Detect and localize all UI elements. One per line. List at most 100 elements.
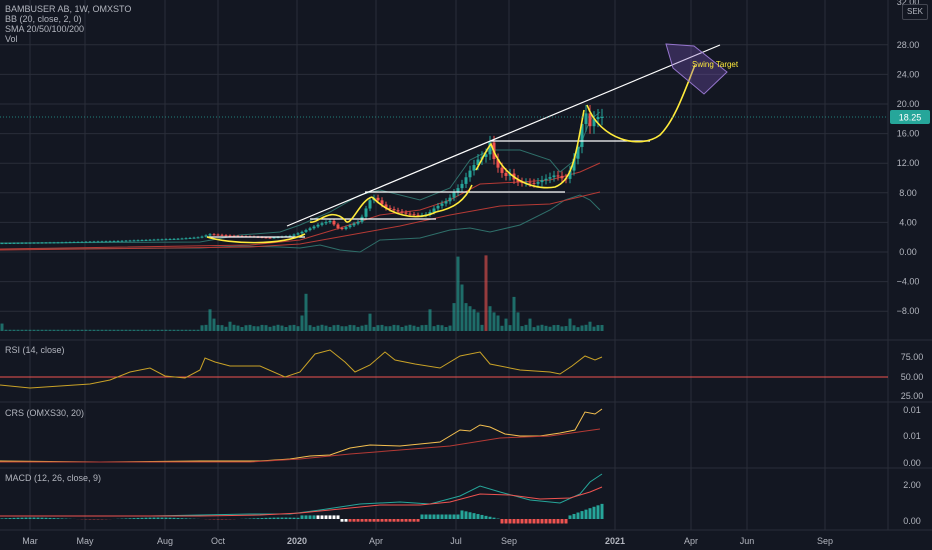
volume-bar	[424, 324, 428, 331]
volume-bar	[508, 325, 512, 331]
candle-body	[236, 235, 240, 237]
volume-bar	[408, 324, 412, 331]
time-tick-label: Mar	[22, 536, 38, 546]
price-tick-label: −4.00	[897, 277, 920, 287]
candle-body	[404, 212, 408, 214]
candle-body	[64, 242, 68, 244]
volume-bar	[216, 324, 220, 331]
volume-bar	[164, 329, 168, 331]
indicator-bb[interactable]: BB (20, close, 2, 0)	[5, 14, 82, 24]
candle-body	[532, 182, 536, 184]
macd-hist-bar	[580, 511, 584, 519]
volume-bar	[188, 329, 192, 331]
candle-body	[448, 197, 452, 202]
price-tick-label: 20.00	[897, 99, 920, 109]
macd-hist-bar	[256, 518, 260, 519]
macd-hist-bar	[528, 519, 532, 524]
price-tick-label: 12.00	[897, 158, 920, 168]
macd-hist-bar	[404, 519, 408, 522]
time-tick-label: Sep	[501, 536, 517, 546]
volume-bar	[464, 303, 468, 331]
volume-bar	[384, 326, 388, 331]
volume-bar	[288, 325, 292, 331]
candle-body	[328, 220, 332, 223]
volume-bar	[364, 324, 368, 331]
volume-bar	[152, 329, 156, 331]
candle-body	[296, 233, 300, 235]
macd-title[interactable]: MACD (12, 26, close, 9)	[5, 473, 102, 483]
macd-hist-bar	[468, 512, 472, 519]
price-candles	[0, 105, 604, 245]
volume-bar	[348, 324, 352, 331]
ascending-trendline	[286, 44, 721, 227]
macd-hist-bar	[16, 517, 20, 519]
indicator-sma[interactable]: SMA 20/50/100/200	[5, 24, 85, 34]
moving-average-short	[0, 162, 601, 250]
macd-hist-bar	[8, 518, 12, 519]
candle-body	[188, 237, 192, 239]
macd-hist-bar	[32, 517, 36, 519]
volume-bar	[16, 329, 20, 331]
volume-bar	[64, 329, 68, 331]
volume-bar	[224, 326, 228, 331]
macd-hist-bar	[520, 519, 524, 524]
candle-body	[356, 221, 360, 224]
crs-title[interactable]: CRS (OMXS30, 20)	[5, 408, 85, 418]
volume-bar	[332, 325, 336, 331]
candle-body	[216, 234, 220, 236]
candle-body	[232, 235, 236, 237]
indicator-axes: 75.00 50.00 25.00 0.01 0.01 0.00 2.00 0.00	[901, 352, 924, 526]
macd-hist-bar	[132, 518, 136, 519]
volume-bar	[272, 325, 276, 331]
macd-hist-bar	[12, 517, 16, 519]
projected-path	[586, 64, 696, 143]
macd-hist-bar	[592, 506, 596, 519]
currency-badge[interactable]: SEK	[902, 4, 928, 20]
candle-body	[12, 242, 16, 244]
volume-bar	[232, 324, 236, 331]
candle-body	[108, 241, 112, 243]
price-pane: Swing Target	[0, 43, 888, 331]
volume-bar	[228, 321, 232, 331]
volume-bar	[268, 326, 272, 331]
volume-bar	[536, 325, 540, 331]
macd-hist-bar	[180, 518, 184, 519]
volume-bar	[204, 324, 208, 331]
price-tick-label: −8.00	[897, 306, 920, 316]
macd-hist-bar	[512, 519, 516, 524]
volume-bar	[532, 327, 536, 331]
candle-body	[320, 223, 324, 225]
macd-hist-bar	[384, 519, 388, 522]
candle-body	[340, 228, 344, 230]
candle-body	[304, 230, 308, 232]
candle-body	[104, 241, 108, 243]
candle-body	[496, 159, 500, 168]
macd-hist-bar	[480, 514, 484, 519]
moving-average-long	[0, 191, 601, 251]
volume-bar	[256, 326, 260, 331]
time-tick-label: Oct	[211, 536, 226, 546]
volume-bar	[144, 329, 148, 331]
volume-bar	[252, 326, 256, 331]
candle-body	[440, 203, 444, 206]
indicator-vol[interactable]: Vol	[5, 34, 18, 44]
volume-bar	[360, 325, 364, 331]
candle-body	[92, 241, 96, 243]
time-tick-label: 2021	[605, 536, 625, 546]
crs-pane	[0, 408, 603, 463]
time-tick-label: Sep	[817, 536, 833, 546]
candle-body	[176, 238, 180, 240]
volume-bar	[592, 326, 596, 331]
volume-bar	[96, 329, 100, 331]
rsi-title[interactable]: RSI (14, close)	[5, 345, 65, 355]
volume-bar	[72, 329, 76, 331]
macd-hist-bar	[288, 517, 292, 519]
volume-bar	[500, 325, 504, 331]
macd-hist-bar	[140, 517, 144, 519]
candle-body	[352, 223, 356, 226]
candle-body	[560, 175, 564, 179]
volume-bar	[40, 329, 44, 331]
macd-hist-bar	[456, 514, 460, 519]
candle-body	[364, 208, 368, 217]
